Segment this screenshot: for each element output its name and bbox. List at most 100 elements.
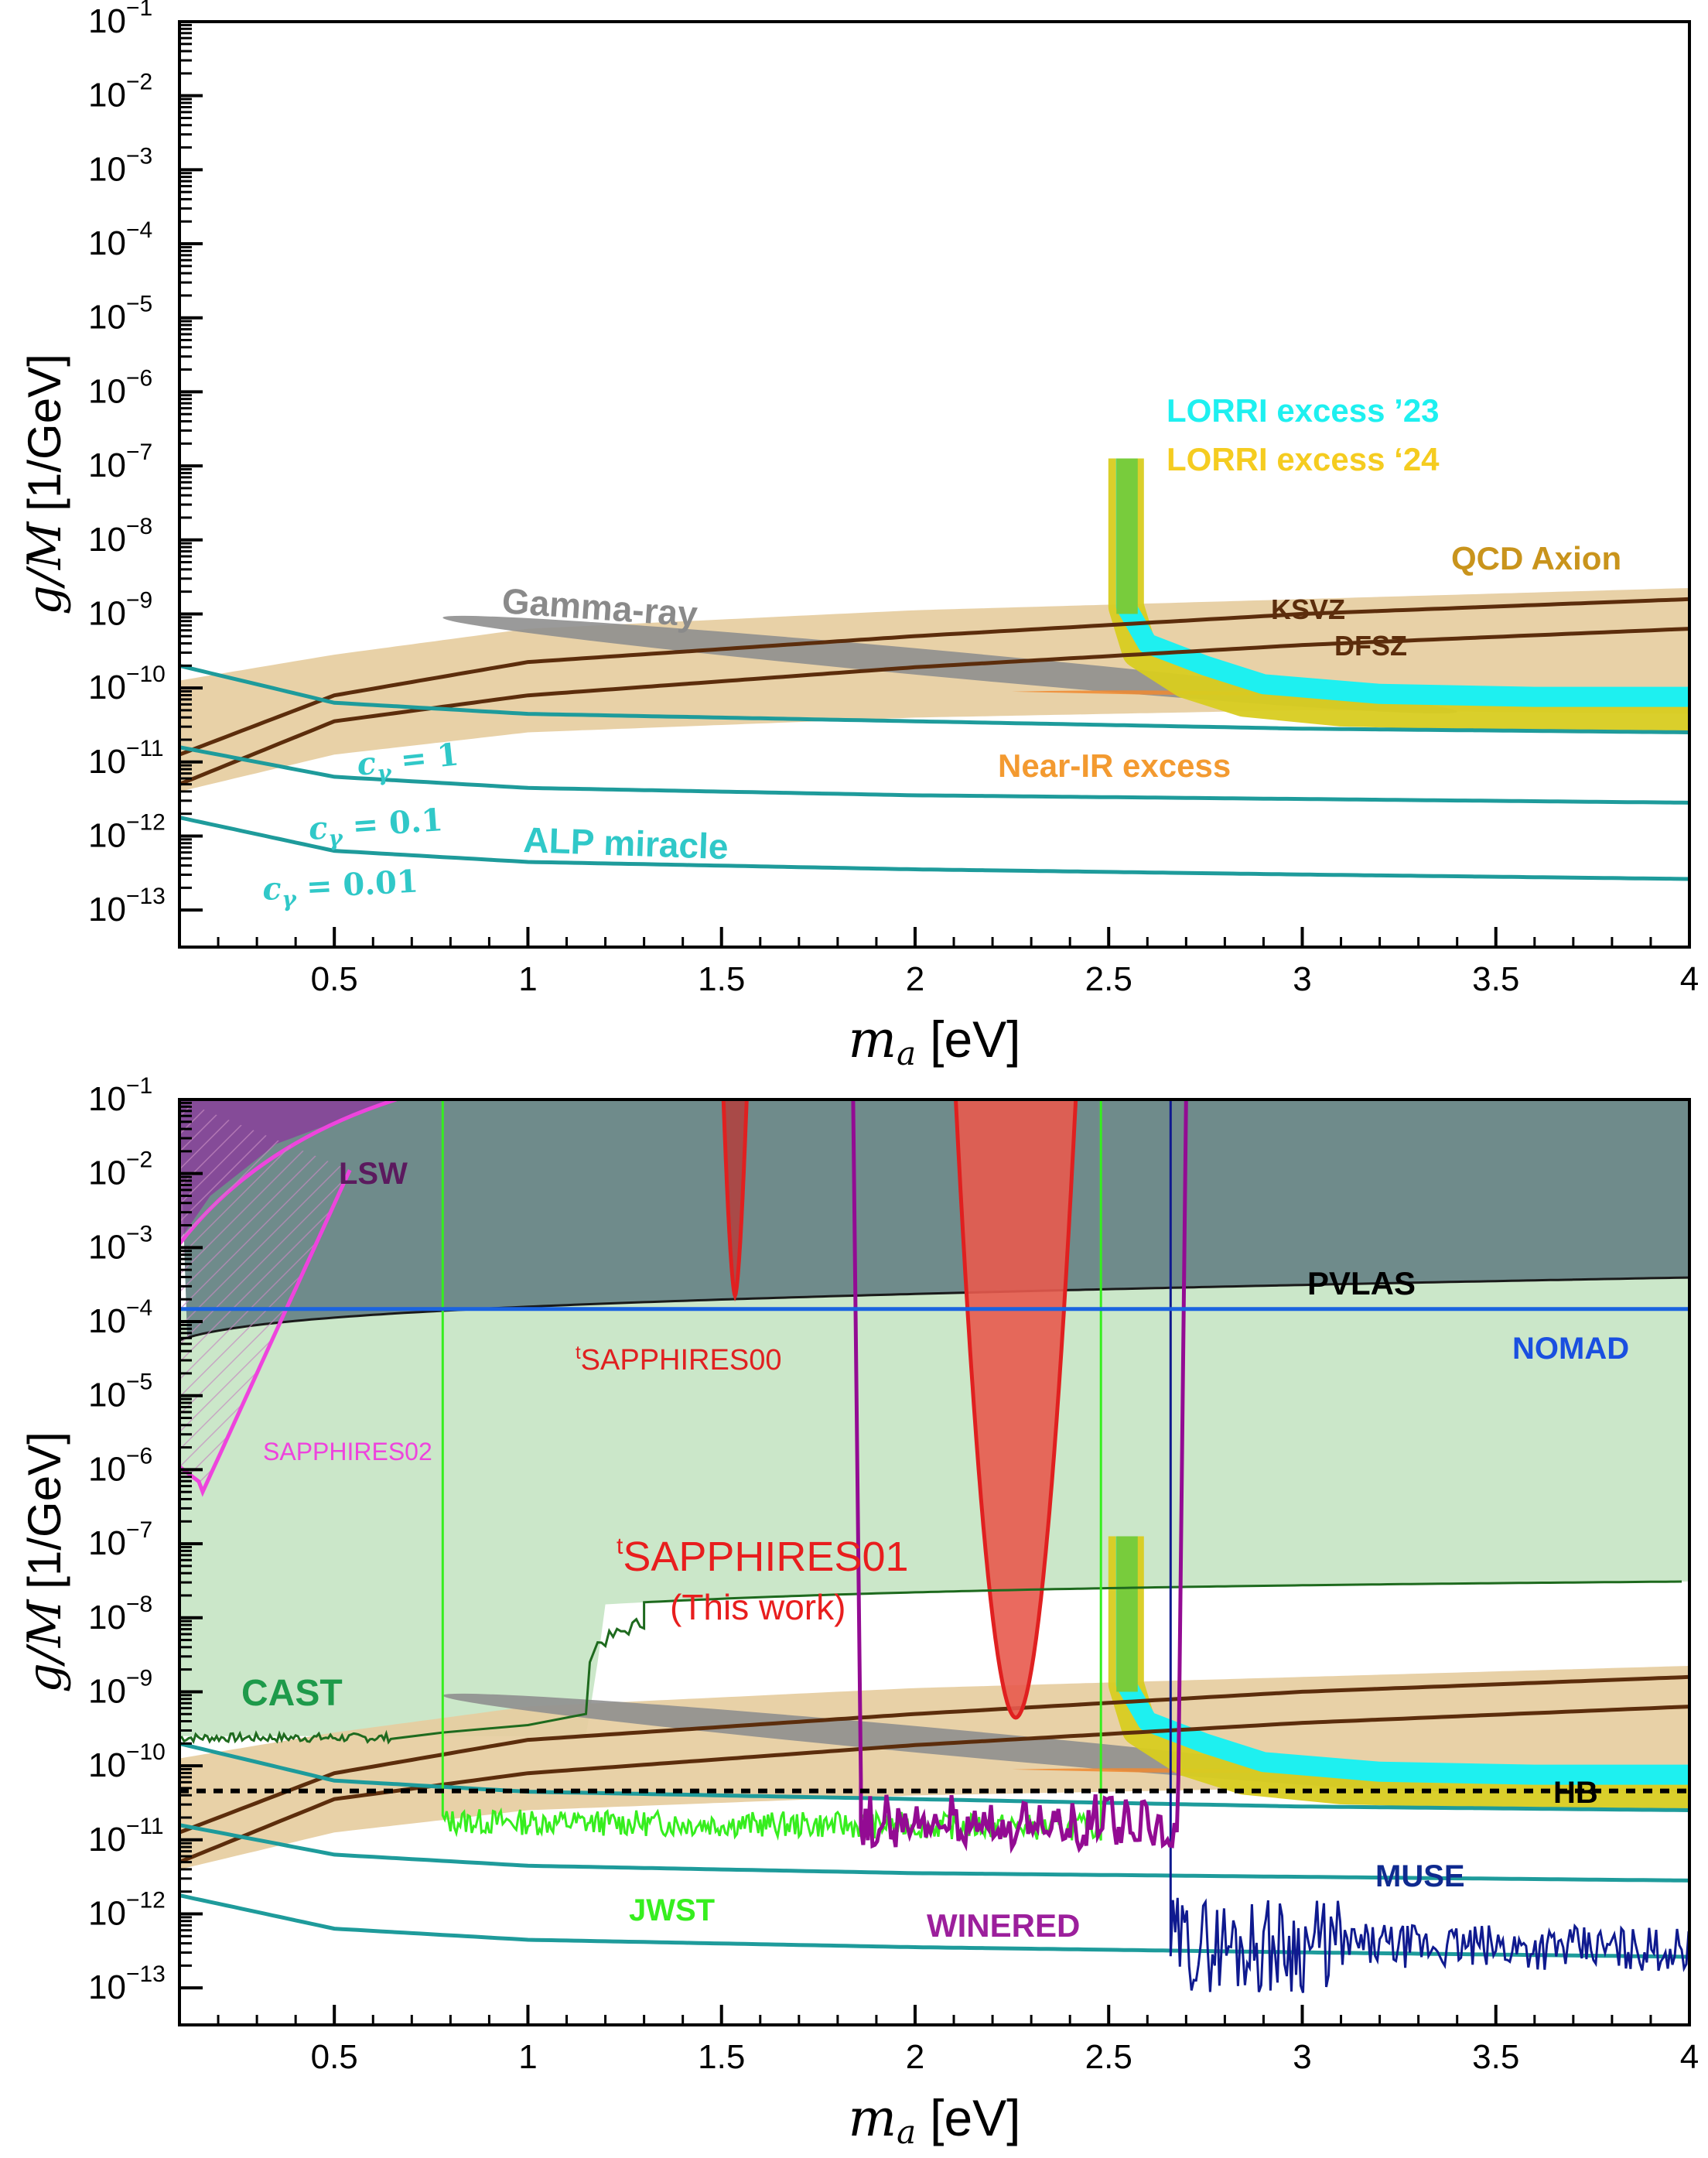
top-panel: 0.5 1 1.5 2 2.5 3 3.5 4 10−13 10−12 10−11 10−10 10−9…	[18, 0, 1699, 1072]
sapphires02-hatched-region	[179, 1100, 350, 1493]
label-alp-miracle: ALP miracle	[523, 819, 729, 867]
label-lorri24: LORRI excess ‘24	[1167, 441, 1440, 477]
top-alp-miracle-line-c001	[179, 816, 1689, 881]
top-alp-miracle-line-c01	[179, 745, 1689, 805]
label-dfsz: DFSZ	[1334, 630, 1407, 662]
bottom-alp-miracle-line-c01	[179, 1823, 1689, 1883]
bottom-ksvz-line	[179, 1674, 1689, 1835]
bottom-ylabel-unit: [1/GeV]	[19, 1431, 70, 1589]
cast-excluded-region	[179, 1277, 1689, 1736]
bottom-xlabel-symbol: m	[848, 2088, 897, 2148]
bottom-xtick-label: 1	[518, 2038, 537, 2076]
bottom-ytick-label: 10−7	[88, 1517, 152, 1562]
top-xtick-label: 2.5	[1085, 960, 1132, 998]
top-xtick-label: 2	[906, 960, 924, 998]
top-ylabel-unit: [1/GeV]	[19, 354, 70, 511]
top-ytick-label: 10−1	[88, 0, 152, 40]
bottom-xtick-label: 1.5	[698, 2038, 745, 2076]
label-pvlas: PVLAS	[1307, 1265, 1416, 1301]
bottom-ytick-label: 10−5	[88, 1370, 152, 1414]
bottom-ytick-label: 10−6	[88, 1443, 152, 1488]
label-muse: MUSE	[1375, 1859, 1465, 1893]
label-lsw: LSW	[339, 1157, 408, 1191]
label-sapphires02: SAPPHIRES02	[263, 1438, 432, 1465]
label-this-work: (This work)	[670, 1587, 845, 1627]
bottom-xtick-label: 3.5	[1472, 2038, 1519, 2076]
bottom-ytick-label: 10−10	[88, 1739, 166, 1784]
bottom-ytick-label: 10−1	[88, 1073, 152, 1118]
top-ytick-label: 10−13	[88, 884, 166, 929]
bottom-xtick-label: 3	[1293, 2038, 1311, 2076]
label-ksvz: KSVZ	[1271, 593, 1345, 625]
bottom-ytick-label: 10−2	[88, 1147, 152, 1192]
sapphires01-line	[954, 1100, 1078, 1720]
label-jwst: JWST	[629, 1893, 715, 1927]
top-xtick-label: 3.5	[1472, 960, 1519, 998]
sapphires02-line	[179, 1169, 352, 1497]
top-ylabel: g/M [1/GeV]	[18, 354, 72, 615]
top-xtick-label: 1	[518, 960, 537, 998]
top-ytick-label: 10−7	[88, 439, 152, 484]
bottom-xlabel-unit: [eV]	[930, 2089, 1020, 2146]
label-c-gamma-1: cγ = 1	[355, 736, 461, 788]
bottom-ytick-label: 10−13	[88, 1961, 166, 2006]
top-ytick-label: 10−8	[88, 514, 152, 559]
bottom-frame	[178, 1098, 1691, 2026]
pvlas-excluded-region	[179, 1100, 1689, 1338]
top-xlabel-unit: [eV]	[930, 1011, 1020, 1068]
label-sapphires00: tSAPPHIRES00	[576, 1342, 781, 1377]
label-nomad: NOMAD	[1512, 1332, 1629, 1366]
bottom-axis-ticks: 0.5 1 1.5 2 2.5 3 3.5 4 10−13 10−12 10−11 10−10 10−9…	[88, 1073, 1699, 2076]
bottom-ytick-label: 10−11	[88, 1814, 164, 1859]
top-xtick-label: 1.5	[698, 960, 745, 998]
bottom-lorri-overlap	[1116, 1536, 1138, 1692]
bottom-plot-regions	[179, 1100, 1689, 1993]
bottom-panel: 0.5 1 1.5 2 2.5 3 3.5 4 10−13 10−12 10−11 10−10 10−9…	[18, 1073, 1699, 2151]
sapphires00-line	[721, 1100, 749, 1302]
top-ylabel-symbol: g/M	[18, 521, 72, 615]
label-near-ir-excess: Near-IR excess	[998, 747, 1231, 784]
sapphires01-region	[955, 1100, 1076, 1718]
bottom-ylabel-symbol: g/M	[18, 1599, 72, 1693]
top-xlabel: ma [eV]	[848, 1010, 1020, 1072]
top-alp-miracle-line-c1	[179, 663, 1689, 734]
label-hb: HB	[1553, 1776, 1598, 1810]
label-c-gamma-0.1: cγ = 0.1	[307, 802, 444, 853]
bottom-ylabel: g/M [1/GeV]	[18, 1431, 72, 1693]
bottom-xtick-label: 2	[906, 2038, 924, 2076]
bottom-ytick-label: 10−4	[88, 1295, 152, 1340]
label-sapphires01: tSAPPHIRES01	[617, 1534, 909, 1580]
bottom-xtick-label: 4	[1680, 2038, 1699, 2076]
bottom-ytick-label: 10−12	[88, 1887, 166, 1932]
bottom-ytick-label: 10−9	[88, 1665, 152, 1710]
top-lorri-overlap	[1116, 458, 1138, 614]
sapphires00-region	[723, 1100, 747, 1296]
top-xtick-label: 4	[1680, 960, 1699, 998]
top-qcd-axion-band	[179, 588, 1689, 792]
label-cast: CAST	[241, 1673, 343, 1714]
bottom-qcd-axion-band	[179, 1666, 1689, 1870]
top-ytick-label: 10−3	[88, 143, 152, 188]
top-ytick-label: 10−11	[88, 736, 164, 781]
top-ytick-label: 10−9	[88, 587, 152, 632]
top-ksvz-line	[179, 597, 1689, 757]
bottom-ytick-label: 10−3	[88, 1221, 152, 1266]
bottom-xlabel: ma [eV]	[848, 2088, 1020, 2151]
top-xtick-label: 3	[1293, 960, 1311, 998]
cast-limit-line	[179, 1580, 1682, 1745]
top-ytick-label: 10−4	[88, 217, 152, 262]
bottom-ytick-label: 10−8	[88, 1592, 152, 1636]
winered-limit-line	[851, 1100, 1188, 1854]
bottom-xlabel-sub: a	[897, 2113, 916, 2151]
top-plot-regions	[179, 458, 1689, 881]
bottom-alp-miracle-line-c1	[179, 1741, 1689, 1812]
label-qcd-axion: QCD Axion	[1451, 540, 1621, 576]
top-axis-ticks: 0.5 1 1.5 2 2.5 3 3.5 4 10−13 10−12 10−11 10−10 10−9…	[88, 0, 1699, 998]
bottom-xtick-label: 0.5	[311, 2038, 358, 2076]
top-ytick-label: 10−5	[88, 292, 152, 337]
pvlas-line	[179, 1276, 1689, 1342]
top-xlabel-symbol: m	[848, 1010, 897, 1069]
top-ytick-label: 10−12	[88, 809, 166, 854]
bottom-xtick-label: 2.5	[1085, 2038, 1132, 2076]
